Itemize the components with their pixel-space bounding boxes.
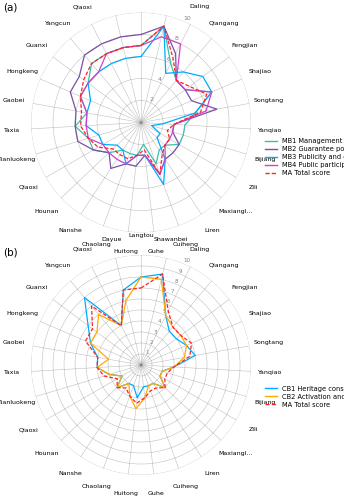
Text: (b): (b) bbox=[3, 248, 18, 258]
Legend: CB1 Heritage conservation, CB2 Activation and utilization, MA Total score: CB1 Heritage conservation, CB2 Activatio… bbox=[265, 386, 344, 408]
Legend: MB1 Management guidance, MB2 Guarantee policy, MB3 Publicity and education, MB4 : MB1 Management guidance, MB2 Guarantee p… bbox=[265, 138, 344, 176]
Text: (a): (a) bbox=[3, 2, 18, 12]
